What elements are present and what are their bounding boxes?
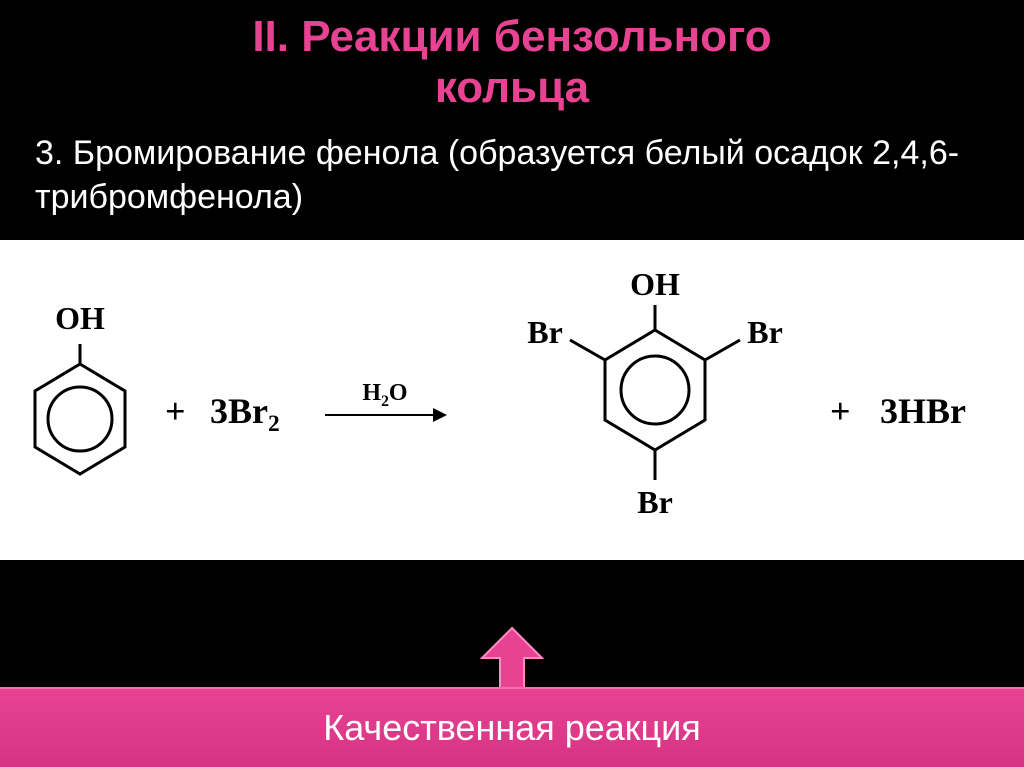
reagent-symbol: Br <box>228 391 268 431</box>
tribromophenol-structure-icon: OH Br Br Br <box>505 265 805 545</box>
plus-sign: + <box>165 390 186 432</box>
tribromophenol-molecule: OH Br Br Br <box>505 265 805 545</box>
reaction-arrow-block: H2O <box>325 380 445 417</box>
product-br-label-2: Br <box>527 314 563 350</box>
product-br-label-3: Br <box>637 484 673 520</box>
footer-bar: Качественная реакция <box>0 687 1024 767</box>
arrow-up-icon <box>472 623 552 693</box>
condition-h: H <box>362 380 381 406</box>
footer-text: Качественная реакция <box>323 707 701 749</box>
reaction-equation-panel: OH + 3Br2 H2O OH Br Br <box>0 240 1024 560</box>
condition-o: O <box>389 380 408 406</box>
reagent-coeff: 3 <box>210 391 228 431</box>
slide-title: II. Реакции бензольного кольца <box>0 0 1024 113</box>
phenol-molecule: OH <box>20 300 140 479</box>
arrow-right-icon <box>325 414 445 416</box>
oh-label: OH <box>55 300 105 337</box>
reagent-subscript: 2 <box>268 411 280 437</box>
footer-block: Качественная реакция <box>0 627 1024 767</box>
plus-sign-2: + <box>830 390 851 432</box>
benzene-ring-icon <box>20 339 140 479</box>
reaction-condition: H2O <box>325 380 445 411</box>
slide-subtitle: 3. Бромирование фенола (образуется белый… <box>0 113 1024 239</box>
title-line-2: кольца <box>435 63 589 112</box>
hbr-byproduct: 3HBr <box>880 390 966 432</box>
title-line-1: II. Реакции бензольного <box>252 12 771 61</box>
byproduct-formula: HBr <box>898 391 966 431</box>
byproduct-coeff: 3 <box>880 391 898 431</box>
product-oh-label: OH <box>630 266 680 302</box>
bromine-reagent: 3Br2 <box>210 390 280 438</box>
product-br-label-1: Br <box>747 314 783 350</box>
condition-sub: 2 <box>381 392 389 409</box>
